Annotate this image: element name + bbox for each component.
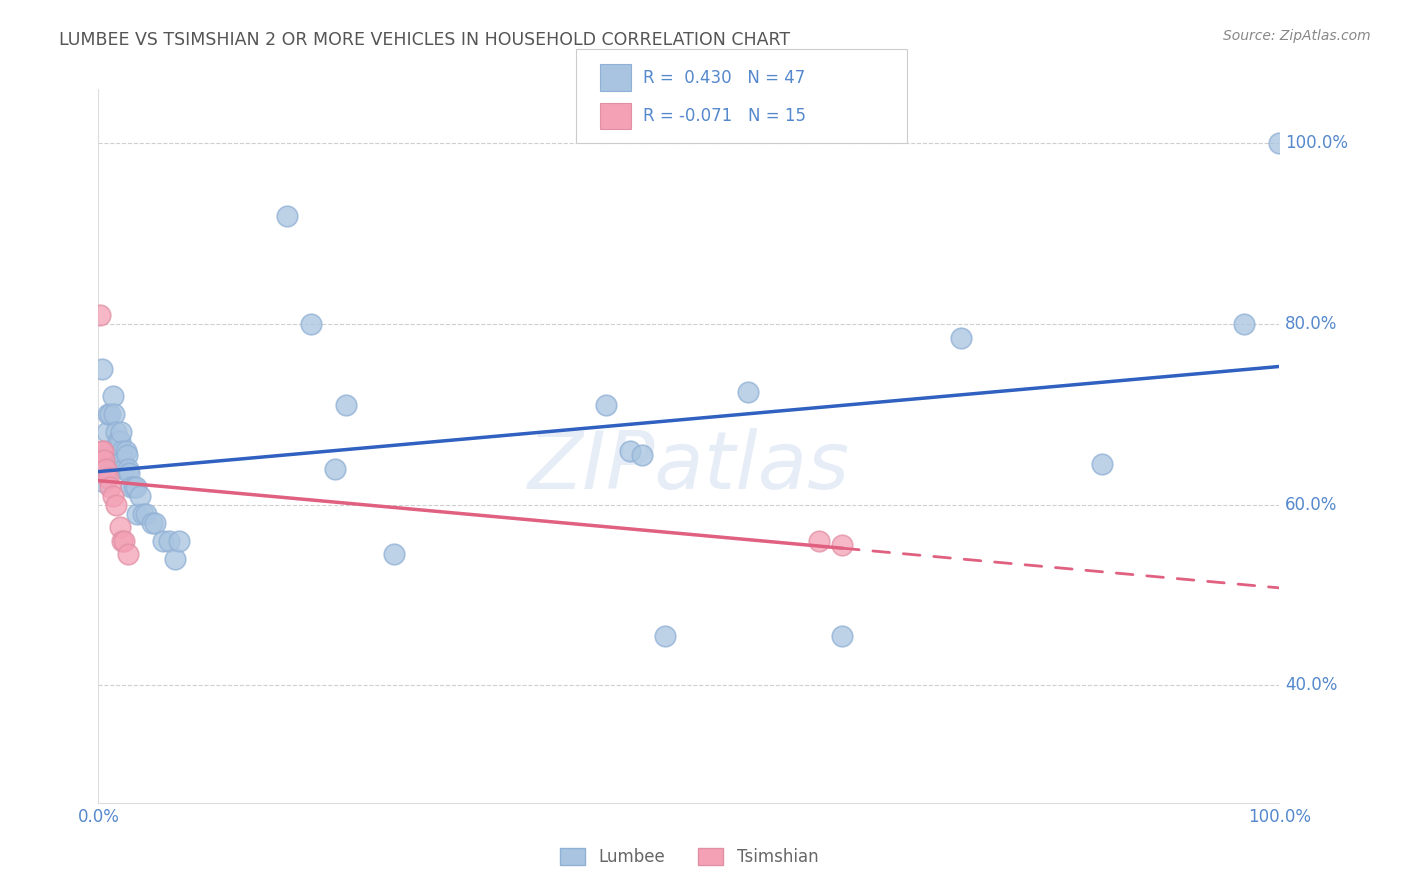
Point (108, 434, 131, 449)
Point (117, 548, 139, 562)
Point (111, 533, 134, 548)
Point (128, 489, 150, 503)
Point (93, 475, 115, 490)
Point (97, 408, 120, 422)
Point (91, 443, 114, 458)
Point (127, 507, 149, 521)
Point (323, 461, 346, 475)
Point (619, 443, 641, 458)
Point (108, 520, 131, 534)
Point (167, 533, 190, 548)
Point (101, 389, 124, 403)
Point (103, 408, 125, 422)
Point (107, 434, 129, 449)
Point (807, 533, 830, 548)
Point (143, 516, 166, 530)
Point (335, 398, 357, 412)
Point (91, 362, 114, 376)
Point (1091, 457, 1114, 471)
Point (654, 629, 676, 643)
Point (121, 480, 143, 494)
Point (110, 425, 132, 440)
Text: 100.0%: 100.0% (1285, 135, 1348, 153)
Point (132, 507, 155, 521)
Point (97, 470, 120, 484)
Point (98, 480, 121, 494)
Point (101, 489, 124, 503)
Point (165, 552, 187, 566)
Point (157, 533, 180, 548)
Point (152, 533, 174, 548)
Text: R = -0.071   N = 15: R = -0.071 N = 15 (643, 107, 806, 125)
Point (94, 461, 117, 475)
Point (98, 461, 121, 475)
Point (93, 452, 115, 467)
Point (112, 452, 135, 467)
Text: ZIPatlas: ZIPatlas (527, 428, 851, 507)
Point (135, 507, 157, 521)
Point (117, 461, 139, 475)
Point (125, 480, 148, 494)
Point (105, 425, 128, 440)
Point (112, 533, 135, 548)
Point (831, 538, 853, 552)
Point (276, 209, 298, 223)
Point (114, 443, 136, 458)
Point (118, 466, 141, 480)
Point (595, 398, 617, 412)
Point (111, 443, 134, 458)
Point (89, 308, 111, 322)
Point (115, 448, 138, 462)
Point (97, 443, 120, 458)
Text: 40.0%: 40.0% (1285, 676, 1337, 694)
Point (1233, 317, 1256, 331)
Point (98, 408, 121, 422)
Point (831, 629, 853, 643)
Point (112, 461, 135, 475)
Point (105, 498, 128, 512)
Point (91, 443, 114, 458)
Point (141, 516, 163, 530)
Point (382, 548, 405, 562)
Text: LUMBEE VS TSIMSHIAN 2 OR MORE VEHICLES IN HOUSEHOLD CORRELATION CHART: LUMBEE VS TSIMSHIAN 2 OR MORE VEHICLES I… (59, 31, 790, 49)
Point (949, 330, 972, 344)
Point (737, 384, 759, 399)
Point (96, 425, 118, 440)
Point (1268, 136, 1291, 151)
Point (122, 480, 145, 494)
Text: 80.0%: 80.0% (1285, 315, 1337, 333)
Point (299, 317, 322, 331)
Text: R =  0.430   N = 47: R = 0.430 N = 47 (643, 69, 804, 87)
Legend: Lumbee, Tsimshian: Lumbee, Tsimshian (553, 841, 825, 873)
Point (630, 448, 652, 462)
Text: 60.0%: 60.0% (1285, 496, 1337, 514)
Text: Source: ZipAtlas.com: Source: ZipAtlas.com (1223, 29, 1371, 43)
